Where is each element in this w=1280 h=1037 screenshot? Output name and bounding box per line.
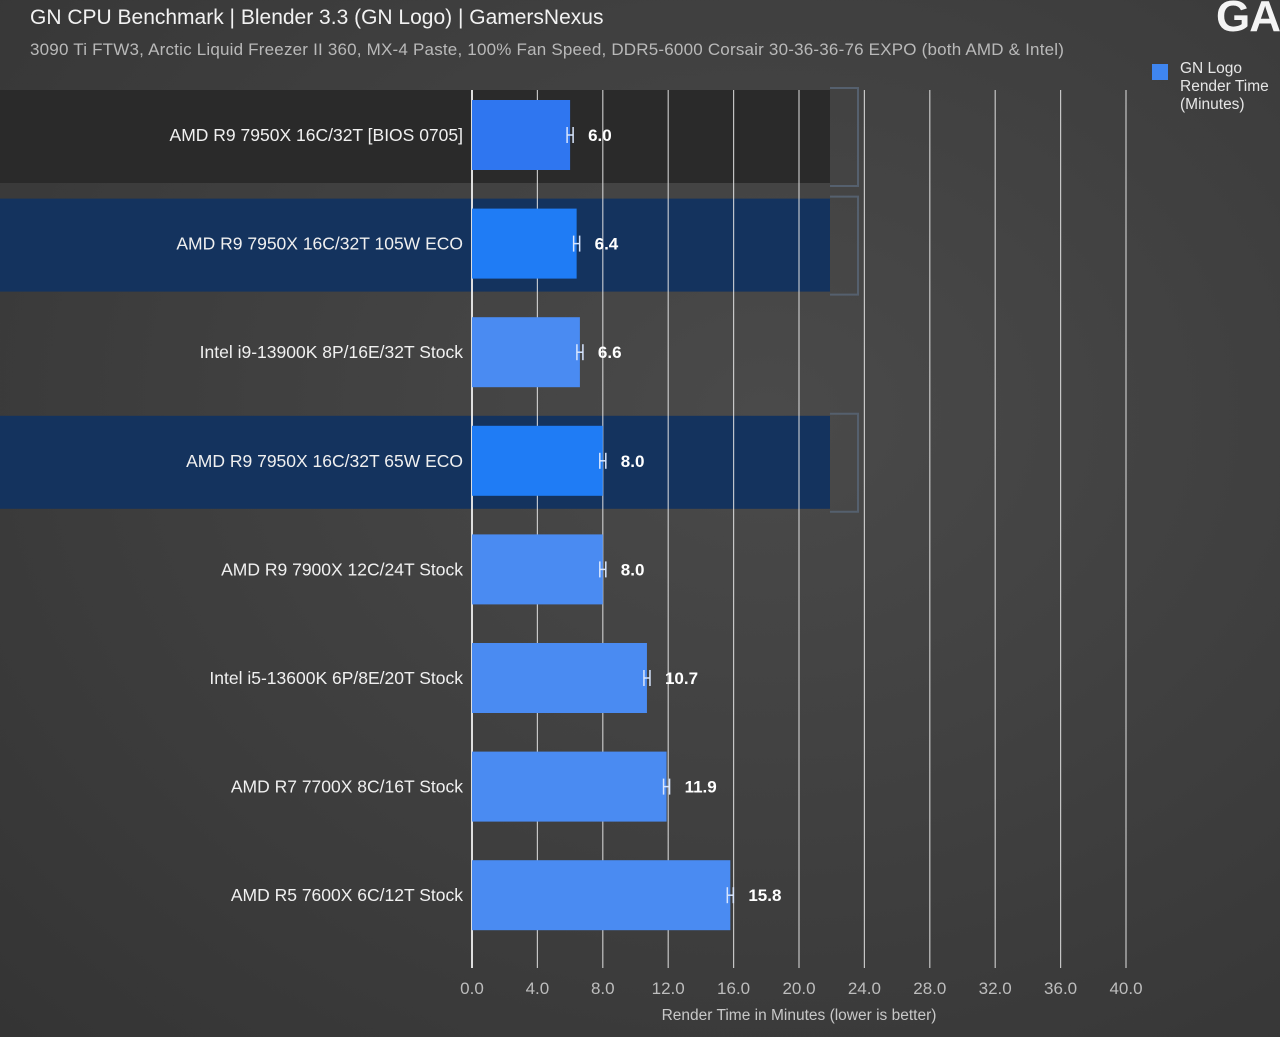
x-tick-label-6: 24.0 bbox=[848, 979, 881, 998]
value-label-1: 6.4 bbox=[595, 235, 619, 254]
x-tick-label-9: 36.0 bbox=[1044, 979, 1077, 998]
x-tick-label-4: 16.0 bbox=[717, 979, 750, 998]
x-tick-label-5: 20.0 bbox=[782, 979, 815, 998]
value-label-3: 8.0 bbox=[621, 452, 645, 471]
error-bar-5 bbox=[643, 670, 651, 686]
chart-title: GN CPU Benchmark | Blender 3.3 (GN Logo)… bbox=[30, 6, 604, 29]
error-bar-6 bbox=[662, 778, 671, 795]
x-tick-label-8: 32.0 bbox=[979, 979, 1012, 998]
value-label-7: 15.8 bbox=[748, 886, 781, 905]
value-label-4: 8.0 bbox=[621, 560, 645, 579]
bar-7 bbox=[472, 860, 731, 931]
bar-2 bbox=[472, 317, 580, 388]
value-label-6: 11.9 bbox=[685, 778, 717, 797]
bar-1 bbox=[472, 208, 577, 279]
gamersnexus-logo: GA bbox=[1216, 0, 1280, 41]
category-label-1: AMD R9 7950X 16C/32T 105W ECO bbox=[176, 234, 463, 254]
x-tick-label-10: 40.0 bbox=[1109, 979, 1142, 998]
error-bar-1 bbox=[572, 235, 581, 252]
category-label-7: AMD R5 7600X 6C/12T Stock bbox=[231, 885, 463, 905]
error-bar-3 bbox=[599, 452, 607, 469]
x-tick-label-7: 28.0 bbox=[913, 979, 946, 998]
row-highlight-bracket-1 bbox=[830, 195, 859, 296]
category-label-4: AMD R9 7900X 12C/24T Stock bbox=[221, 559, 463, 579]
bar-0 bbox=[472, 100, 571, 170]
legend-swatch bbox=[1152, 64, 1168, 80]
row-highlight-0 bbox=[0, 90, 830, 183]
bars bbox=[472, 100, 735, 931]
row-highlight-bracket-3 bbox=[830, 412, 859, 513]
category-label-3: AMD R9 7950X 16C/32T 65W ECO bbox=[186, 451, 463, 471]
x-tick-label-3: 12.0 bbox=[652, 979, 685, 998]
category-label-2: Intel i9-13900K 8P/16E/32T Stock bbox=[200, 342, 464, 362]
error-bar-4 bbox=[599, 561, 607, 578]
row-highlight-bracket-0 bbox=[830, 87, 859, 187]
error-bar-7 bbox=[726, 887, 735, 904]
x-axis-title: Render Time in Minutes (lower is better) bbox=[662, 1007, 937, 1024]
error-bar-0 bbox=[566, 127, 574, 143]
chart-subtitle: 3090 Ti FTW3, Arctic Liquid Freezer II 3… bbox=[30, 40, 1065, 59]
x-tick-label-2: 8.0 bbox=[591, 979, 615, 998]
category-label-6: AMD R7 7700X 8C/16T Stock bbox=[231, 777, 463, 797]
value-label-5: 10.7 bbox=[665, 669, 698, 688]
category-label-5: Intel i5-13600K 6P/8E/20T Stock bbox=[209, 668, 463, 688]
x-tick-label-1: 4.0 bbox=[526, 979, 550, 998]
x-tick-label-0: 0.0 bbox=[460, 979, 484, 998]
bar-4 bbox=[472, 534, 603, 605]
bar-5 bbox=[472, 643, 647, 713]
category-label-0: AMD R9 7950X 16C/32T [BIOS 0705] bbox=[170, 125, 463, 145]
row-highlight-1 bbox=[0, 198, 830, 292]
error-bar-2 bbox=[576, 344, 584, 361]
legend-label: GN Logo Render Time (Minutes) bbox=[1180, 60, 1269, 113]
bar-6 bbox=[472, 751, 667, 822]
value-label-0: 6.0 bbox=[588, 126, 612, 145]
bar-3 bbox=[472, 425, 603, 496]
row-highlight-layer bbox=[0, 87, 859, 513]
row-highlight-3 bbox=[0, 415, 830, 509]
labels: 0.0 4.0 8.0 12.0 16.0 20.0 24.0 28.0 32.0 36.0 40.… bbox=[170, 125, 1143, 1024]
value-label-2: 6.6 bbox=[598, 343, 622, 362]
